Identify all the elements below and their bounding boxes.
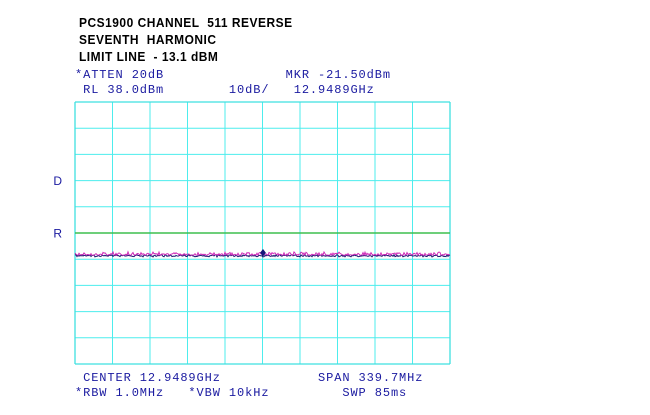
svg-text:R: R [53,227,62,241]
svg-text:D: D [53,174,62,188]
